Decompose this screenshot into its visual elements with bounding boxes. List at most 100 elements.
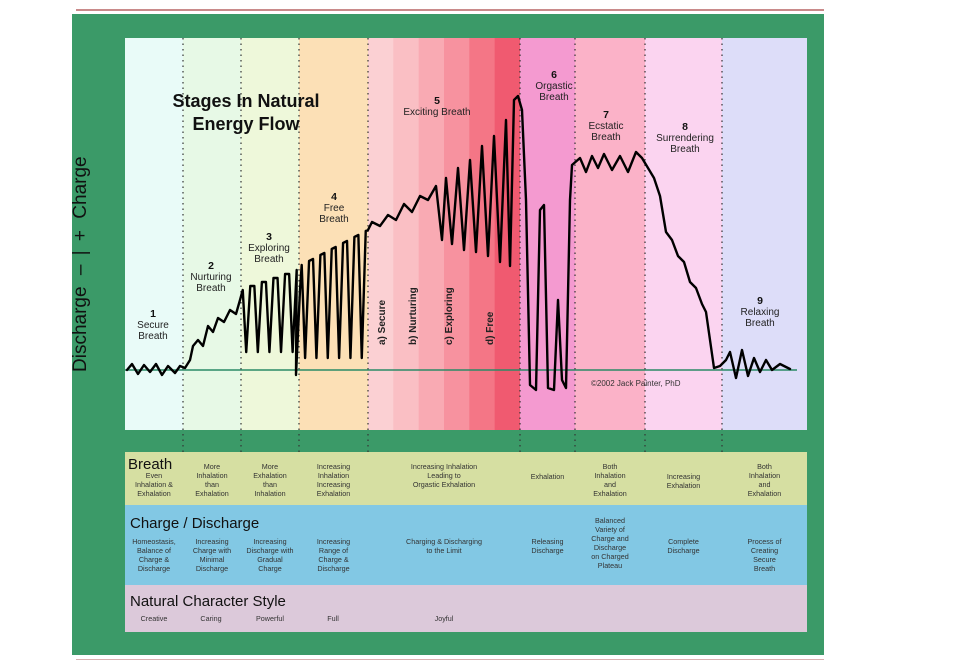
charge-cell-7: Charge and <box>591 534 629 543</box>
charge-cell-7: Discharge <box>594 543 626 552</box>
breath-cell-7: Exhalation <box>593 489 627 498</box>
breath-cell-8: Increasing <box>667 472 700 481</box>
charge-row-title: Charge / Discharge <box>130 515 259 532</box>
character-cell-4: Full <box>327 614 339 623</box>
charge-cell-3: Charge <box>258 564 282 573</box>
charge-cell-7: Balanced <box>595 516 625 525</box>
breath-cell-4: Increasing <box>317 480 350 489</box>
bottom-rule <box>76 659 824 660</box>
breath-cell-1: Inhalation & <box>135 480 173 489</box>
stage-7-name: Breath <box>591 132 620 143</box>
charge-cell-4: Charge & <box>318 555 349 564</box>
charge-row <box>125 505 807 585</box>
stage-3-name: Breath <box>254 254 283 265</box>
stage-1-name: Breath <box>138 331 167 342</box>
breath-cell-5: Orgastic Exhalation <box>413 480 475 489</box>
stage-8-number: 8 <box>682 121 688 133</box>
charge-cell-3: Discharge with <box>246 546 293 555</box>
charge-cell-2: Minimal <box>200 555 225 564</box>
breath-cell-4: Inhalation <box>318 471 349 480</box>
substage-labels: a) Secure b) Nurturing c) Exploring d) Free <box>377 287 496 345</box>
stage-9-name: Relaxing <box>741 307 780 318</box>
charge-cell-1: Balance of <box>137 546 171 555</box>
breath-row-title: Breath <box>128 456 172 473</box>
charge-cell-1: Charge & <box>139 555 170 564</box>
charge-cell-3: Increasing <box>253 537 286 546</box>
charge-cell-6: Releasing <box>532 537 564 546</box>
breath-cell-3: More <box>262 462 278 471</box>
substage-label: a) Secure <box>377 300 388 345</box>
stage-5-gradient-strip <box>469 38 496 430</box>
stage-9-name: Breath <box>745 318 774 329</box>
top-rule <box>76 9 824 11</box>
breath-cell-7: Both <box>603 462 618 471</box>
charge-cell-9: Breath <box>754 564 775 573</box>
charge-cell-2: Increasing <box>195 537 228 546</box>
table-rows: Breath Charge / Discharge Natural Characte… <box>125 452 807 632</box>
charge-cell-8: Complete <box>668 537 699 546</box>
charge-cell-9: Creating <box>751 546 778 555</box>
character-row <box>125 585 807 632</box>
substage-label: c) Exploring <box>444 287 455 345</box>
breath-row <box>125 452 807 505</box>
charge-cell-4: Increasing <box>317 537 350 546</box>
breath-cell-1: Even <box>146 471 162 480</box>
breath-cell-9: and <box>759 480 771 489</box>
stage-8-name: Breath <box>670 144 699 155</box>
substage-label: d) Free <box>485 311 496 345</box>
charge-cell-7: Variety of <box>595 525 625 534</box>
charge-cell-2: Charge with <box>193 546 231 555</box>
breath-cell-2: than <box>205 480 219 489</box>
stage-1-name: Secure <box>137 320 169 331</box>
breath-cell-9: Exhalation <box>748 489 782 498</box>
charge-cell-6: Discharge <box>531 546 563 555</box>
character-cell-2: Caring <box>200 614 221 623</box>
breath-cell-2: Inhalation <box>196 471 227 480</box>
stage-6-number: 6 <box>551 69 557 81</box>
stage-7-number: 7 <box>603 109 609 121</box>
charge-cell-1: Homeostasis, <box>132 537 176 546</box>
stage-5-number: 5 <box>434 95 440 107</box>
stage-4-number: 4 <box>331 191 337 203</box>
breath-cell-9: Inhalation <box>749 471 780 480</box>
charge-cell-4: Range of <box>319 546 348 555</box>
breath-cell-7: and <box>604 480 616 489</box>
stage-7-name: Ecstatic <box>588 121 623 132</box>
diagram-title-line-1: Stages In Natural <box>172 91 319 111</box>
stage-2-number: 2 <box>208 260 214 272</box>
charge-cell-1: Discharge <box>138 564 170 573</box>
stage-band-3 <box>241 38 299 430</box>
stage-5-name: Exciting Breath <box>403 107 470 118</box>
energy-curve <box>125 94 792 392</box>
breath-cell-1: Exhalation <box>137 489 171 498</box>
stage-band-7 <box>575 38 645 430</box>
diagram-title-line-2: Energy Flow <box>192 114 300 134</box>
charge-cell-7: Plateau <box>598 561 622 570</box>
stage-9-number: 9 <box>757 295 763 307</box>
stage-2-name: Nurturing <box>190 272 231 283</box>
breath-cell-3: Inhalation <box>254 489 285 498</box>
stage-6-name: Breath <box>539 92 568 103</box>
character-cell-1: Creative <box>141 614 168 623</box>
charge-cell-7: on Charged <box>591 552 629 561</box>
stage-5-gradient-strip <box>393 38 420 430</box>
breath-cell-3: than <box>263 480 277 489</box>
stage-band-4 <box>299 38 368 430</box>
stage-8-name: Surrendering <box>656 133 714 144</box>
character-cell-3: Powerful <box>256 614 284 623</box>
breath-cell-9: Both <box>757 462 772 471</box>
charge-cell-9: Process of <box>748 537 782 546</box>
stage-labels: 1SecureBreath2NurturingBreath3ExploringB… <box>137 69 779 342</box>
breath-cell-2: More <box>204 462 220 471</box>
stage-6-name: Orgastic <box>535 81 572 92</box>
breath-cell-4: Exhalation <box>317 489 351 498</box>
stage-band-8 <box>645 38 722 430</box>
stage-1-number: 1 <box>150 308 156 320</box>
charge-cell-5: Charging & Discharging <box>406 537 482 546</box>
breath-cell-2: Exhalation <box>195 489 229 498</box>
stage-3-name: Exploring <box>248 243 290 254</box>
charge-cell-4: Discharge <box>317 564 349 573</box>
breath-cell-7: Inhalation <box>594 471 625 480</box>
stage-3-number: 3 <box>266 231 272 243</box>
